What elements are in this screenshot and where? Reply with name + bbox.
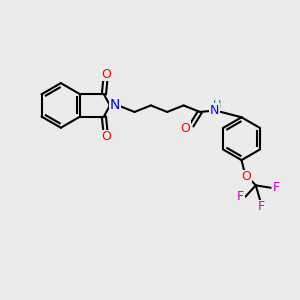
- Text: F: F: [258, 200, 265, 213]
- Text: F: F: [237, 190, 244, 203]
- Text: O: O: [241, 170, 251, 183]
- Text: F: F: [272, 181, 280, 194]
- Text: O: O: [101, 130, 111, 143]
- Text: N: N: [210, 104, 220, 117]
- Text: H: H: [213, 100, 221, 110]
- Text: O: O: [181, 122, 190, 135]
- Text: O: O: [101, 68, 111, 81]
- Text: N: N: [110, 98, 120, 112]
